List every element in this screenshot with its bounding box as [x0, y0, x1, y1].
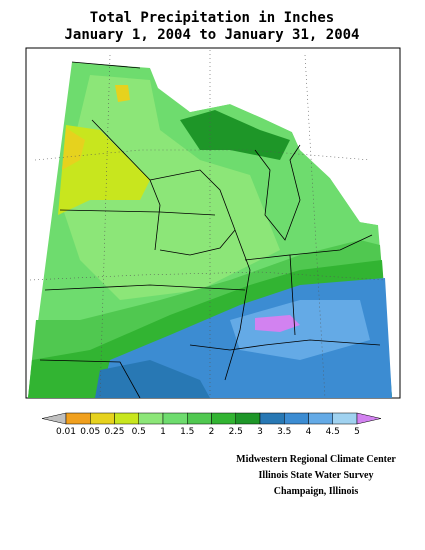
legend-swatch: [90, 412, 115, 425]
legend-label: 1: [160, 427, 166, 437]
legend-label: 0.01: [56, 427, 76, 437]
credit: Illinois State Water Survey: [259, 470, 374, 481]
legend-swatch: [284, 412, 309, 425]
legend-label: 2: [209, 427, 215, 437]
legend-above: [356, 412, 382, 425]
legend-swatch: [162, 412, 188, 425]
credit: Champaign, Illinois: [274, 486, 359, 497]
legend-label: 3.5: [277, 427, 291, 437]
no-data: [150, 58, 378, 225]
legend-swatch: [235, 412, 261, 425]
legend: 0.01 0.05 0.25 0.5 1 1.5 2 2.5 3 3.5 4 4.5 5: [41, 412, 382, 437]
precip-violet: [255, 315, 300, 332]
legend-swatch: [259, 412, 285, 425]
legend-label: 4.5: [326, 427, 340, 437]
credit: Midwestern Regional Climate Center: [236, 454, 396, 465]
title-line: January 1, 2004 to January 31, 2004: [64, 27, 359, 43]
precip-darkgreen: [180, 110, 290, 160]
precip-yellow: [115, 85, 130, 102]
legend-swatch: [138, 412, 164, 425]
precip-yellow: [62, 128, 85, 170]
legend-swatch: [65, 412, 91, 425]
legend-label: 1.5: [180, 427, 194, 437]
legend-label: 0.25: [104, 427, 124, 437]
legend-swatch: [187, 412, 212, 425]
legend-label: 3: [257, 427, 263, 437]
legend-label: 4: [306, 427, 312, 437]
legend-swatch: [211, 412, 236, 425]
legend-label: 0.5: [132, 427, 146, 437]
legend-swatch: [308, 412, 333, 425]
legend-label: 0.05: [80, 427, 100, 437]
map: [25, 47, 401, 399]
legend-swatch: [332, 412, 358, 425]
precip-light: [60, 75, 280, 300]
legend-label: 5: [354, 427, 360, 437]
legend-label: 2.5: [229, 427, 243, 437]
title-line: Total Precipitation in Inches: [90, 10, 334, 26]
legend-below: [41, 412, 67, 425]
legend-swatch: [114, 412, 139, 425]
